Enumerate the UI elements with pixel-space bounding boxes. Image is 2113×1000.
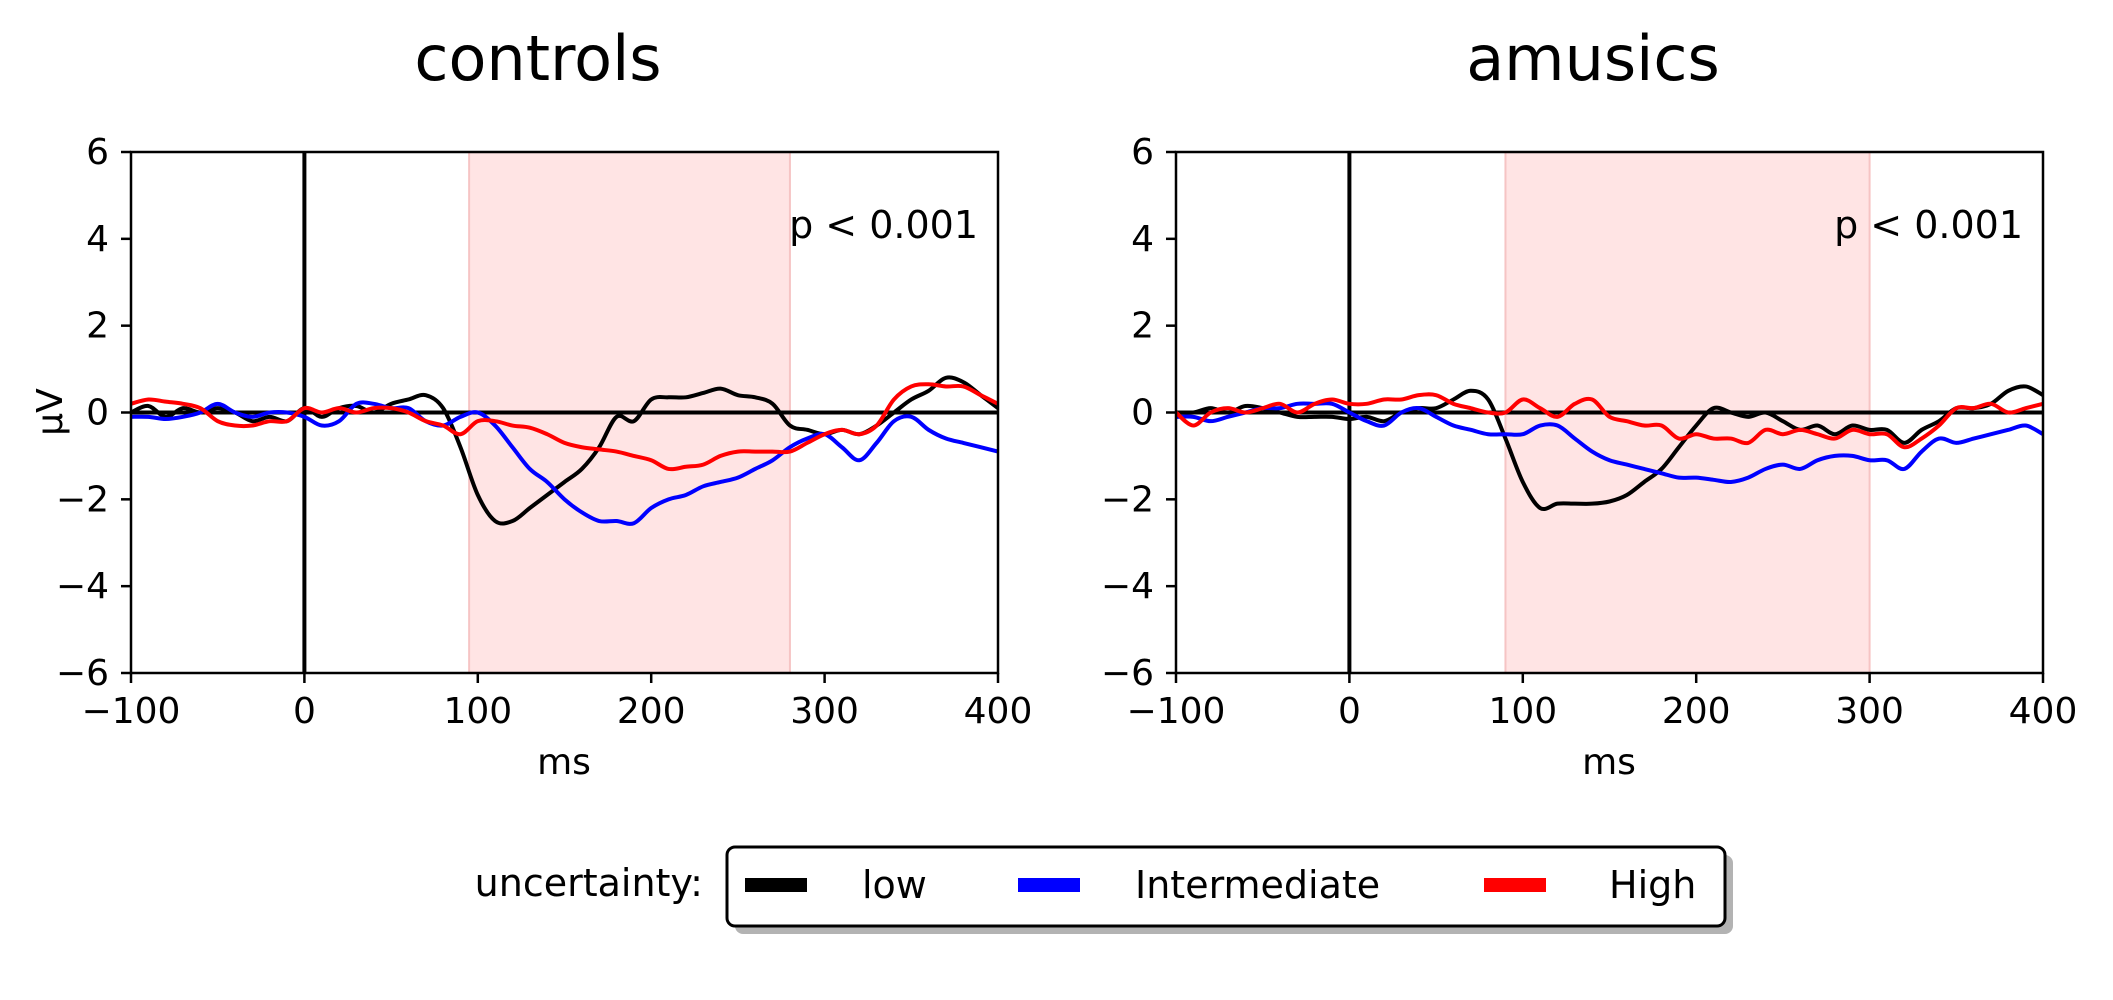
x-tick-label-controls: 300: [790, 691, 859, 732]
y-axis-label-controls: μV: [30, 388, 71, 436]
legend-label-high: High: [1609, 863, 1696, 907]
y-tick-label-amusics: 2: [1131, 306, 1154, 347]
p-value-annotation-controls: p < 0.001: [789, 203, 978, 247]
y-tick-label-amusics: 4: [1131, 219, 1154, 260]
y-tick-label-amusics: 6: [1131, 132, 1154, 173]
ticks-controls: −100 0 100 200 300 400 −6 −4 −2 0 2 4 6: [56, 132, 1032, 732]
panel-amusics: amusics −100 0 100 200 300 400 −6 −4 −2 0 2 4 6 p < …: [1101, 22, 2077, 783]
legend: uncertainty: low Intermediate High: [475, 845, 1733, 934]
series-line-high-controls: [131, 382, 998, 472]
y-tick-label-amusics: −6: [1101, 653, 1154, 694]
chart-title-amusics: amusics: [1466, 22, 1720, 95]
legend-title: uncertainty:: [475, 861, 703, 905]
y-tick-label-controls: −4: [56, 566, 109, 607]
x-axis-label-controls: ms: [537, 742, 591, 783]
x-tick-label-amusics: 200: [1662, 691, 1731, 732]
series-group-controls: [131, 375, 998, 526]
y-tick-label-controls: 0: [86, 393, 109, 434]
y-tick-label-controls: −6: [56, 653, 109, 694]
series-line-high-amusics: [1176, 392, 2043, 450]
y-tick-label-amusics: −2: [1101, 479, 1154, 520]
panel-controls: controls −100 0 100 200 300 400 −6 −4 −2 0 2 4 6 p <…: [30, 22, 1032, 783]
x-tick-label-amusics: 0: [1338, 691, 1361, 732]
x-tick-label-controls: 400: [964, 691, 1033, 732]
y-tick-label-controls: −2: [56, 479, 109, 520]
legend-label-low: low: [862, 863, 927, 907]
legend-box: [725, 845, 1727, 928]
p-value-annotation-amusics: p < 0.001: [1834, 203, 2023, 247]
series-group-amusics: [1176, 384, 2043, 511]
x-tick-label-amusics: 300: [1835, 691, 1904, 732]
y-tick-label-controls: 2: [86, 306, 109, 347]
x-tick-label-controls: 100: [443, 691, 512, 732]
y-tick-label-amusics: 0: [1131, 393, 1154, 434]
x-tick-label-controls: 200: [617, 691, 686, 732]
chart-title-controls: controls: [414, 22, 661, 95]
x-tick-label-controls: 0: [293, 691, 316, 732]
x-tick-label-amusics: 400: [2009, 691, 2078, 732]
y-tick-label-controls: 4: [86, 219, 109, 260]
series-line-intermediate-controls: [131, 400, 998, 526]
y-tick-label-controls: 6: [86, 132, 109, 173]
legend-label-intermediate: Intermediate: [1135, 863, 1380, 907]
marks-controls: [131, 151, 998, 674]
x-axis-label-amusics: ms: [1582, 742, 1636, 783]
x-tick-label-amusics: 100: [1488, 691, 1557, 732]
series-line-low-amusics: [1176, 384, 2043, 511]
ticks-amusics: −100 0 100 200 300 400 −6 −4 −2 0 2 4 6: [1101, 132, 2077, 732]
y-tick-label-amusics: −4: [1101, 566, 1154, 607]
x-tick-label-controls: −100: [82, 691, 181, 732]
x-tick-label-amusics: −100: [1127, 691, 1226, 732]
